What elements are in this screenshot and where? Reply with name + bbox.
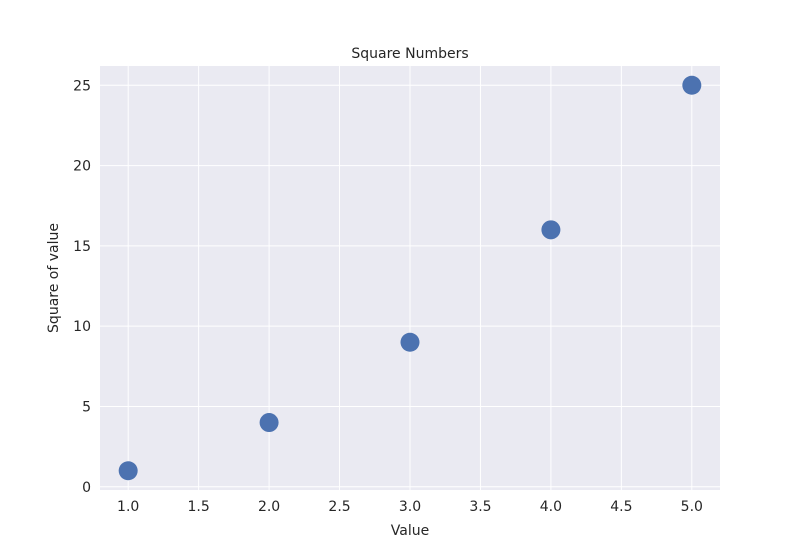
y-tick-labels: 0 5 10 15 20 25	[73, 78, 91, 496]
y-tick-label: 25	[73, 78, 91, 94]
x-tick-label: 3.5	[469, 499, 491, 515]
x-tick-label: 4.5	[610, 499, 632, 515]
y-tick-label: 0	[82, 480, 91, 496]
chart-title: Square Numbers	[351, 46, 468, 62]
y-tick-label: 5	[82, 399, 91, 415]
y-tick-label: 15	[73, 239, 91, 255]
x-axis-label: Value	[391, 523, 429, 539]
x-tick-label: 1.0	[117, 499, 139, 515]
data-point	[400, 332, 420, 352]
data-point	[259, 413, 279, 433]
x-tick-labels: 1.0 1.5 2.0 2.5 3.0 3.5 4.0 4.5 5.0	[117, 499, 703, 515]
data-point	[682, 75, 702, 95]
data-point	[541, 220, 561, 240]
y-tick-label: 10	[73, 319, 91, 335]
x-tick-label: 2.5	[328, 499, 350, 515]
x-tick-label: 4.0	[540, 499, 562, 515]
x-tick-label: 3.0	[399, 499, 421, 515]
y-tick-label: 20	[73, 159, 91, 175]
data-points	[118, 75, 702, 481]
grid	[100, 66, 720, 490]
x-tick-label: 2.0	[258, 499, 280, 515]
x-tick-label: 5.0	[681, 499, 703, 515]
x-tick-label: 1.5	[188, 499, 210, 515]
y-axis-label: Square of value	[46, 223, 62, 333]
data-point	[118, 461, 138, 481]
